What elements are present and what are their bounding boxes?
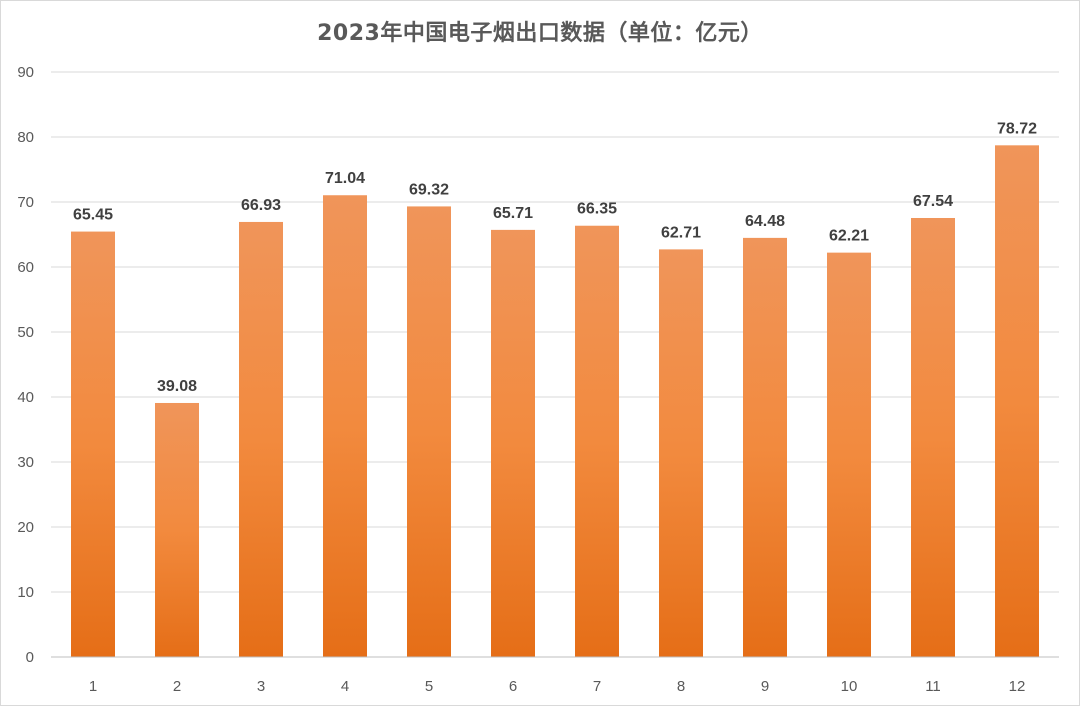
bars	[71, 145, 1039, 658]
x-axis: 1 2 3 4 5 6 7 8 9 10 11 12	[51, 656, 1059, 695]
data-label: 78.72	[997, 120, 1037, 137]
data-label: 62.71	[661, 224, 701, 241]
x-tick-label: 2	[173, 678, 181, 695]
y-tick-label: 10	[17, 584, 34, 601]
y-tick-label: 60	[17, 259, 34, 276]
bar	[155, 402, 199, 657]
bar	[323, 195, 367, 658]
x-tick-label: 1	[89, 678, 97, 695]
x-tick-label: 3	[257, 678, 265, 695]
data-label: 69.32	[409, 181, 449, 198]
x-tick-label: 4	[341, 678, 349, 695]
bar	[911, 217, 955, 658]
bar	[239, 221, 283, 657]
y-tick-label: 50	[17, 324, 34, 341]
y-tick-label: 90	[17, 64, 34, 81]
bar	[743, 237, 787, 657]
y-tick-label: 40	[17, 389, 34, 406]
data-label: 65.71	[493, 205, 533, 222]
chart-title: 2023年中国电子烟出口数据（单位：亿元）	[317, 21, 763, 46]
y-tick-label: 20	[17, 519, 34, 536]
y-axis: 0 10 20 30 40 50 60 70 80 90	[17, 64, 34, 666]
y-tick-label: 70	[17, 194, 34, 211]
data-label: 64.48	[745, 213, 785, 230]
bar	[995, 145, 1039, 657]
data-label: 66.93	[241, 197, 281, 214]
bar	[659, 249, 703, 657]
x-tick-label: 5	[425, 678, 433, 695]
data-label: 71.04	[325, 170, 365, 187]
data-label: 39.08	[157, 378, 197, 395]
data-label: 66.35	[577, 201, 617, 218]
x-tick-label: 12	[1009, 678, 1026, 695]
bar	[71, 231, 115, 657]
x-tick-label: 6	[509, 678, 517, 695]
bar	[491, 229, 535, 657]
gridlines	[51, 71, 1059, 593]
bar	[407, 206, 451, 658]
y-tick-label: 0	[26, 649, 34, 666]
x-tick-label: 8	[677, 678, 685, 695]
x-tick-label: 11	[925, 678, 941, 695]
bar	[575, 225, 619, 657]
x-tick-label: 7	[593, 678, 601, 695]
y-tick-label: 80	[17, 129, 34, 146]
bar	[827, 252, 871, 657]
x-tick-label: 10	[841, 678, 858, 695]
data-label: 62.21	[829, 228, 869, 245]
y-tick-label: 30	[17, 454, 34, 471]
data-label: 65.45	[73, 207, 113, 224]
data-labels: 65.45 39.08 66.93 71.04 69.32 65.71 66.35 62.71…	[73, 120, 1037, 395]
data-label: 67.54	[913, 193, 953, 210]
x-tick-label: 9	[761, 678, 769, 695]
